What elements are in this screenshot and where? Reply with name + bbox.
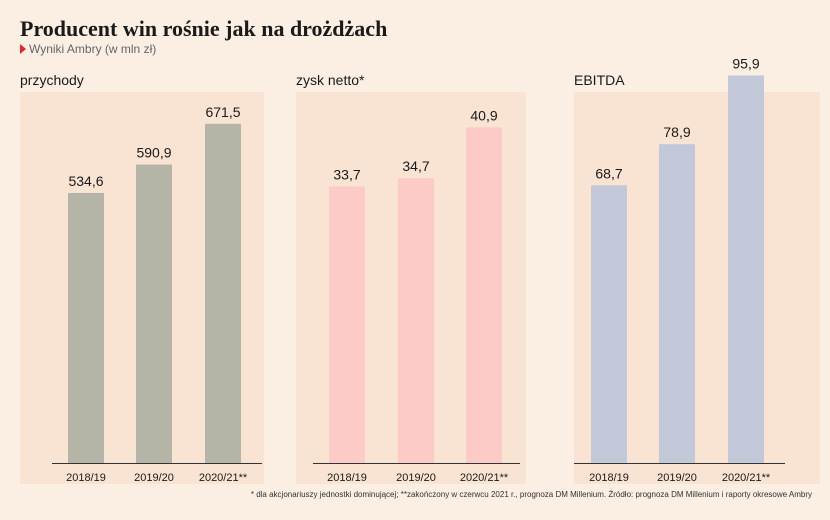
- bar: [728, 75, 764, 463]
- category-label: 2019/20: [134, 472, 174, 484]
- category-label: 2018/19: [66, 472, 106, 484]
- category-label: 2020/21**: [722, 472, 771, 484]
- bar: [136, 164, 172, 463]
- chart-panel-2: zysk netto* 33,7 2018/19 34,7 2019/20 40,9 202…: [296, 72, 526, 484]
- bar: [398, 178, 434, 463]
- panel-title: zysk netto*: [296, 72, 365, 88]
- category-label: 2020/21**: [460, 472, 509, 484]
- data-label: 33,7: [333, 166, 360, 182]
- bar: [205, 123, 241, 464]
- category-label: 2018/19: [327, 472, 367, 484]
- category-label: 2019/20: [396, 472, 436, 484]
- bar: [591, 185, 627, 464]
- subtitle-row: Wyniki Ambry (w mln zł): [20, 42, 156, 56]
- panel-title: przychody: [20, 72, 84, 88]
- chart-title: Producent win rośnie jak na drożdżach: [20, 16, 388, 41]
- chart-panel-1: przychody 534,6 2018/19 590,9 2019/20 671,5 20…: [20, 72, 264, 484]
- chart-subtitle: Wyniki Ambry (w mln zł): [29, 42, 157, 56]
- data-label: 78,9: [663, 124, 690, 140]
- data-label: 34,7: [402, 158, 429, 174]
- triangle-marker-icon: [20, 44, 26, 54]
- bar: [659, 144, 695, 463]
- category-label: 2018/19: [589, 472, 629, 484]
- data-label: 95,9: [732, 55, 759, 71]
- data-label: 671,5: [205, 104, 240, 120]
- category-label: 2020/21**: [199, 472, 248, 484]
- data-label: 590,9: [136, 145, 171, 161]
- chart-panel-3: EBITDA 68,7 2018/19 78,9 2019/20 95,9 2020/21*…: [574, 55, 820, 484]
- bar: [329, 186, 365, 464]
- data-label: 40,9: [470, 107, 497, 123]
- data-label: 68,7: [595, 165, 622, 181]
- bar: [466, 127, 502, 463]
- footnote: * dla akcjonariuszy jednostki dominujące…: [250, 490, 812, 499]
- data-label: 534,6: [68, 173, 103, 189]
- panel-title: EBITDA: [574, 72, 625, 88]
- category-label: 2019/20: [657, 472, 697, 484]
- bar: [68, 192, 104, 463]
